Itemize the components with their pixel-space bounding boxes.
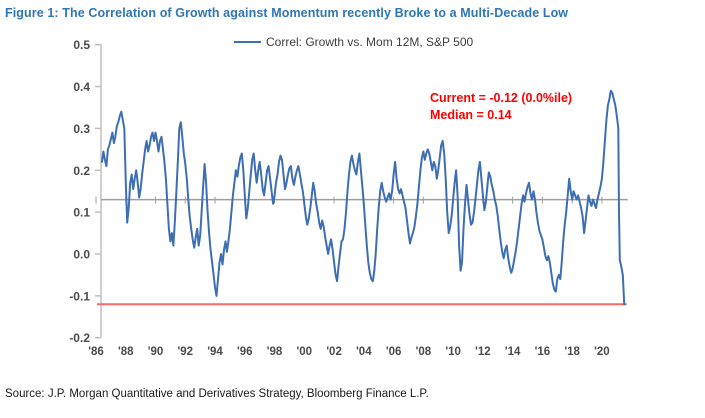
y-tick-label: -0.2 [69,331,90,345]
y-tick-label: 0.2 [73,164,90,178]
annotation-median: Median = 0.14 [430,108,512,122]
y-tick-label: -0.1 [69,289,90,303]
x-tick-label: '06 [386,346,402,358]
chart-legend: Correl: Growth vs. Mom 12M, S&P 500 [234,35,473,49]
x-tick-label: '04 [356,346,372,358]
x-tick-label: '12 [475,346,491,358]
y-tick-label: 0.3 [73,122,90,136]
x-tick-label: '92 [178,346,194,358]
y-tick-label: 0.5 [73,38,90,52]
x-tick-label: '98 [267,346,283,358]
correlation-line [101,89,626,306]
x-tick-label: '88 [118,346,134,358]
x-tick-label: '86 [88,346,104,358]
legend-label: Correl: Growth vs. Mom 12M, S&P 500 [266,35,474,49]
x-tick-label: '94 [207,346,223,358]
x-tick-label: '96 [237,346,253,358]
x-tick-label: '90 [148,346,164,358]
annotation-block: Current = -0.12 (0.0%ile) Median = 0.14 [430,90,572,124]
x-tick-label: '08 [416,346,432,358]
y-tick-label: 0.4 [73,80,90,94]
x-tick-label: '02 [326,346,342,358]
x-tick-label: '00 [297,346,313,358]
figure-title: Figure 1: The Correlation of Growth agai… [5,6,569,20]
legend-line-sample [234,40,261,44]
x-tick-label: '14 [505,346,521,358]
annotation-current: Current = -0.12 (0.0%ile) [430,91,573,105]
x-tick-label: '18 [564,346,580,358]
y-tick-label: 0.1 [73,206,90,220]
x-tick-label: '16 [535,346,551,358]
x-tick-label: '10 [445,346,461,358]
x-tick-label: '20 [594,346,610,358]
y-tick-label: 0.0 [73,248,90,262]
source-text: Source: J.P. Morgan Quantitative and Der… [5,388,429,400]
